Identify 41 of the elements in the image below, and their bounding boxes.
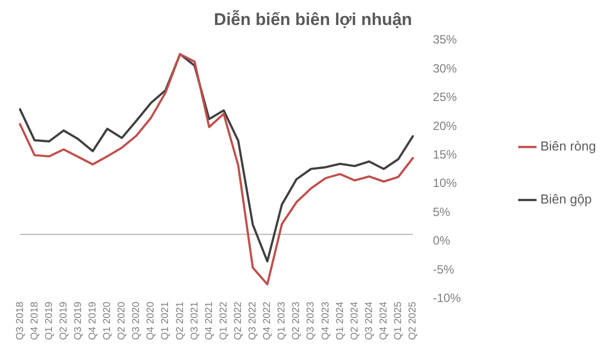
x-tick-label: Q2 2025 [408,301,419,340]
y-tick-label: -5% [432,262,455,276]
y-tick-label: 5% [432,204,451,219]
x-tick-label: Q4 2022 [262,301,274,340]
x-tick-label: Q1 2021 [160,301,172,340]
x-tick-label: Q2 2021 [174,301,186,340]
x-tick-label: Q2 2022 [232,301,244,340]
x-tick-label: Q1 2023 [276,301,288,340]
y-tick-label: 0% [432,234,451,248]
x-tick-label: Q4 2023 [320,301,332,340]
x-tick-label: Q2 2019 [58,301,70,340]
x-tick-label: Q3 2022 [248,301,259,340]
x-tick-label: Q3 2018 [14,301,26,340]
y-tick-label: 25% [432,90,458,104]
x-tick-label: Q4 2024 [378,301,390,340]
legend-label: Biên ròng [540,138,596,154]
y-tick-label: 30% [432,61,458,76]
x-tick-label: Q4 2018 [29,301,40,340]
x-tick-label: Q3 2024 [364,301,375,340]
x-tick-label: Q3 2023 [306,301,317,340]
legend-label: Biên gộp [540,192,592,207]
x-tick-label: Q4 2019 [87,301,98,340]
x-tick-label: Q3 2020 [131,301,142,340]
x-tick-label: Q1 2024 [334,301,346,340]
x-tick-label: Q4 2021 [204,301,215,340]
y-tick-label: 15% [432,147,458,162]
y-tick-label: -10% [432,290,462,305]
x-tick-label: Q1 2020 [102,301,114,340]
x-tick-label: Q3 2019 [72,301,84,340]
x-tick-label: Q2 2020 [116,301,128,340]
x-tick-label: Q3 2021 [189,301,200,340]
x-tick-label: Q2 2024 [349,301,360,340]
x-tick-label: Q1 2022 [218,301,230,340]
y-tick-label: 35% [432,32,458,47]
y-tick-label: 10% [432,176,458,190]
chart-title: Diễn biến biên lợi nhuận [214,10,412,29]
x-tick-label: Q1 2025 [393,301,404,340]
x-tick-label: Q2 2023 [291,301,302,340]
x-tick-label: Q1 2019 [44,301,55,340]
x-tick-label: Q4 2020 [146,301,157,340]
y-tick-label: 20% [432,118,458,133]
